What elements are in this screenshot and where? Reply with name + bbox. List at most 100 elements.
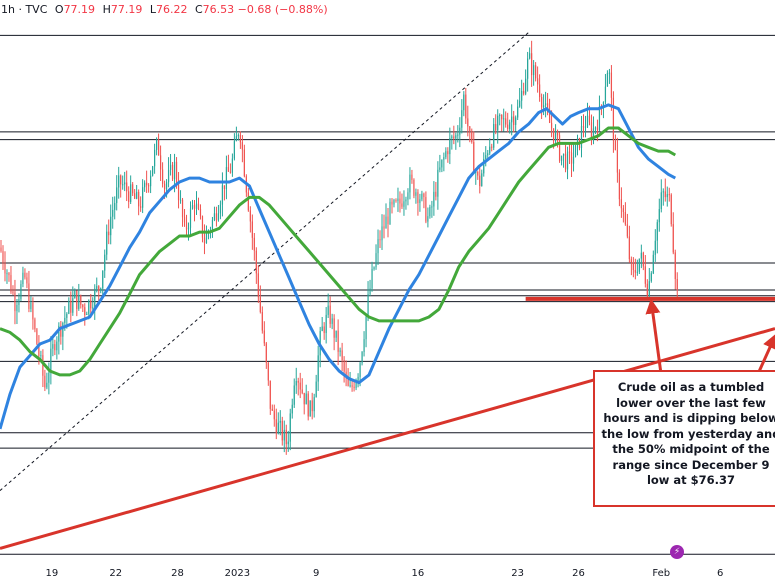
candle-body xyxy=(179,199,182,201)
candle-body xyxy=(572,157,575,164)
candle-body xyxy=(251,221,253,238)
candle-body xyxy=(315,381,317,398)
candle-body xyxy=(219,204,222,214)
candle-body xyxy=(273,410,275,420)
candle-body xyxy=(76,290,78,309)
moving-average-slow-line xyxy=(0,126,677,377)
candle-body xyxy=(409,174,411,193)
candle-body xyxy=(18,298,20,305)
candle-body xyxy=(6,273,8,275)
candle-body xyxy=(295,381,297,386)
candle-body xyxy=(122,184,124,186)
x-tick-label: 2023 xyxy=(225,568,250,579)
candle-body xyxy=(411,174,413,180)
candle-body xyxy=(359,363,361,377)
annotation-box: Crude oil as a tumbled lower over the la… xyxy=(593,370,775,507)
candle-body xyxy=(542,105,545,108)
x-tick-label: 23 xyxy=(511,568,524,579)
candle-body xyxy=(455,135,457,139)
candle-body xyxy=(124,182,126,185)
candle-body xyxy=(130,184,132,202)
candle-body xyxy=(630,259,632,263)
candle-body xyxy=(339,350,341,352)
candle-body xyxy=(670,194,672,225)
candle-body xyxy=(576,138,579,146)
candle-body xyxy=(604,86,607,103)
x-tick-label: 19 xyxy=(45,568,58,579)
candle-body xyxy=(261,312,263,331)
candle-body xyxy=(419,199,421,203)
candle-body xyxy=(227,167,230,172)
candle-body xyxy=(513,116,515,125)
candle-body xyxy=(343,360,345,372)
candle-body xyxy=(626,224,628,237)
low-value: 76.22 xyxy=(155,3,188,16)
candle-body xyxy=(128,191,130,202)
candle-body xyxy=(84,307,86,316)
candle-body xyxy=(622,208,624,213)
candle-body xyxy=(415,192,417,196)
candle-body xyxy=(427,216,429,222)
annotation-text: Crude oil as a tumbled lower over the la… xyxy=(601,380,775,487)
candle-body xyxy=(305,393,307,405)
candle-body xyxy=(189,208,192,228)
candle-body xyxy=(223,185,226,190)
candle-body xyxy=(279,420,281,423)
candle-body xyxy=(136,191,138,199)
candle-body xyxy=(638,258,640,272)
candle-body xyxy=(297,381,299,383)
candle-body xyxy=(642,252,644,267)
candle-body xyxy=(60,325,62,337)
candle-body xyxy=(285,429,287,445)
candle-body xyxy=(387,216,389,225)
x-tick-label: 26 xyxy=(572,568,585,579)
candle-body xyxy=(50,348,52,373)
candle-body xyxy=(255,250,257,274)
candle-body xyxy=(14,292,16,312)
candle-body xyxy=(560,155,563,161)
candle-body xyxy=(341,350,343,361)
candle-body xyxy=(106,231,108,255)
candle-body xyxy=(169,164,172,170)
candle-body xyxy=(159,155,162,170)
candle-body xyxy=(347,376,349,386)
candle-body xyxy=(435,191,437,197)
candle-body xyxy=(483,158,485,174)
candle-body xyxy=(185,222,188,230)
candle-body xyxy=(241,142,243,150)
candle-body xyxy=(20,284,22,299)
candle-body xyxy=(529,53,531,59)
candle-body xyxy=(150,175,152,187)
candle-body xyxy=(660,192,662,210)
candle-body xyxy=(550,122,553,129)
candle-body xyxy=(612,97,615,141)
candle-body xyxy=(291,404,293,414)
candle-body xyxy=(307,393,309,417)
candle-body xyxy=(445,151,447,158)
candle-body xyxy=(303,392,305,405)
candle-body xyxy=(556,132,559,136)
candle-body xyxy=(554,132,557,141)
candle-body xyxy=(421,193,423,200)
candle-body xyxy=(365,315,367,340)
x-tick-label: Feb xyxy=(652,568,670,579)
candle-body xyxy=(582,126,585,128)
candle-body xyxy=(325,314,327,334)
candle-body xyxy=(523,90,525,94)
candle-body xyxy=(142,187,144,208)
candle-body xyxy=(243,149,245,177)
candle-body xyxy=(335,330,337,338)
candle-body xyxy=(283,429,285,441)
candle-body xyxy=(4,263,6,274)
candle-body xyxy=(598,106,601,131)
candle-body xyxy=(275,419,277,434)
x-tick-label: 9 xyxy=(313,568,319,579)
candle-body xyxy=(167,169,170,183)
candle-body xyxy=(118,175,120,188)
candle-body xyxy=(377,239,379,254)
x-tick-label: 28 xyxy=(171,568,184,579)
candle-body xyxy=(327,305,329,315)
lightning-icon[interactable]: ⚡ xyxy=(670,545,684,559)
candle-body xyxy=(42,355,44,376)
candle-body xyxy=(132,184,134,194)
